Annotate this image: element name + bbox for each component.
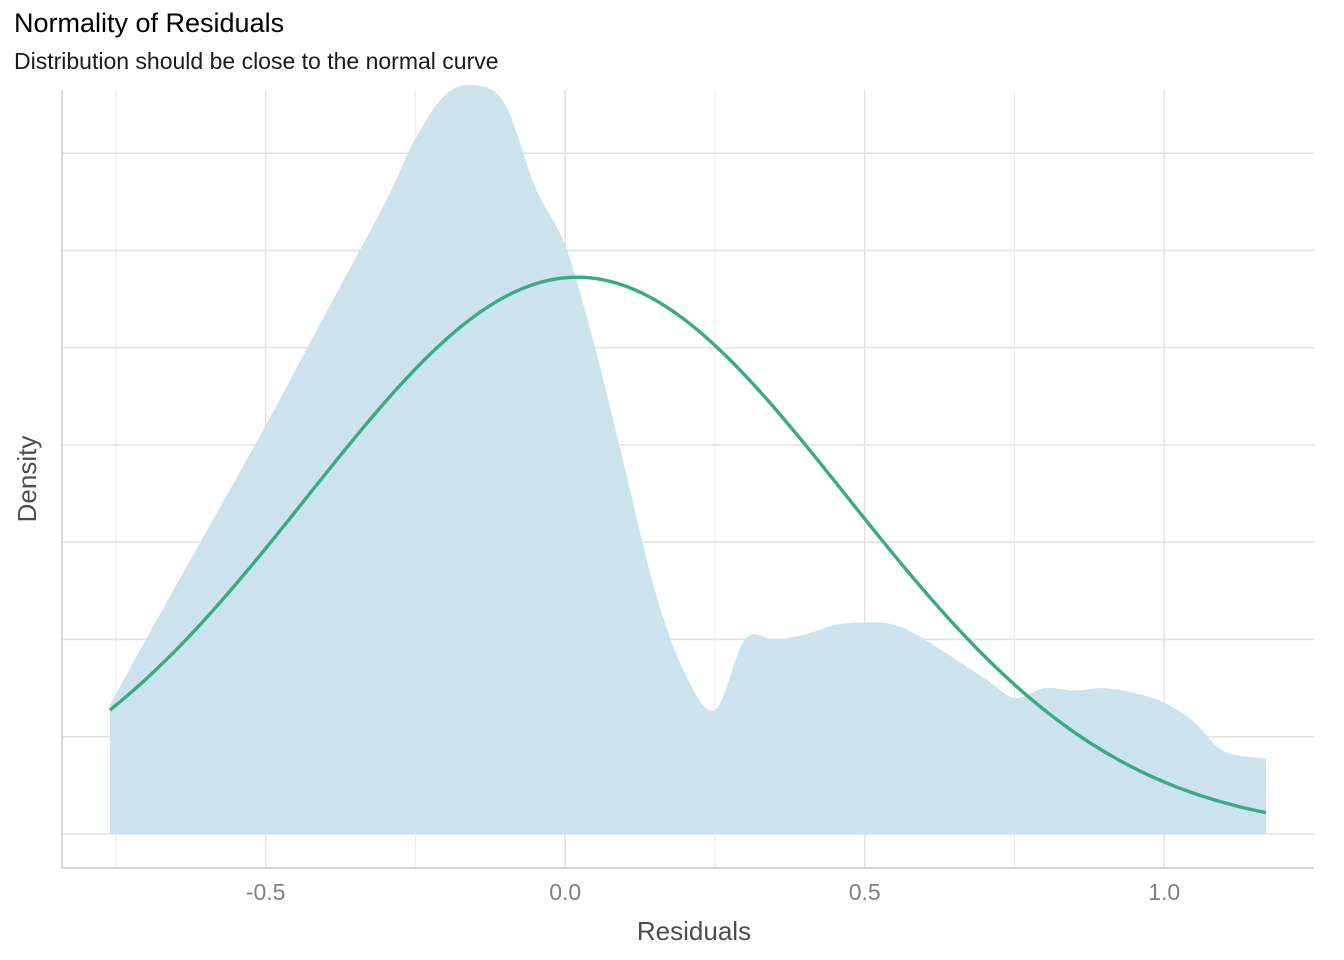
x-tick-label: 0.0 (549, 879, 581, 905)
x-axis-title: Residuals (637, 916, 751, 946)
residual-density-area (109, 84, 1267, 834)
x-tick-label: 1.0 (1148, 879, 1180, 905)
chart-subtitle: Distribution should be close to the norm… (14, 48, 499, 74)
x-tick-label: -0.5 (246, 879, 286, 905)
axes (61, 90, 1314, 869)
x-tick-labels: -0.5 0.0 0.5 1.0 (246, 879, 1180, 905)
normal-curve-line (108, 275, 1267, 815)
chart-title: Normality of Residuals (14, 8, 285, 38)
y-axis-title: Density (12, 436, 42, 523)
x-tick-label: 0.5 (849, 879, 881, 905)
